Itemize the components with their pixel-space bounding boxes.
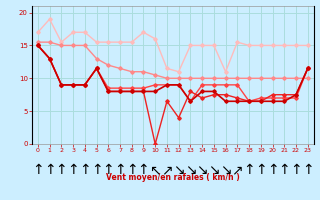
X-axis label: Vent moyen/en rafales ( km/h ): Vent moyen/en rafales ( km/h )	[106, 173, 240, 182]
